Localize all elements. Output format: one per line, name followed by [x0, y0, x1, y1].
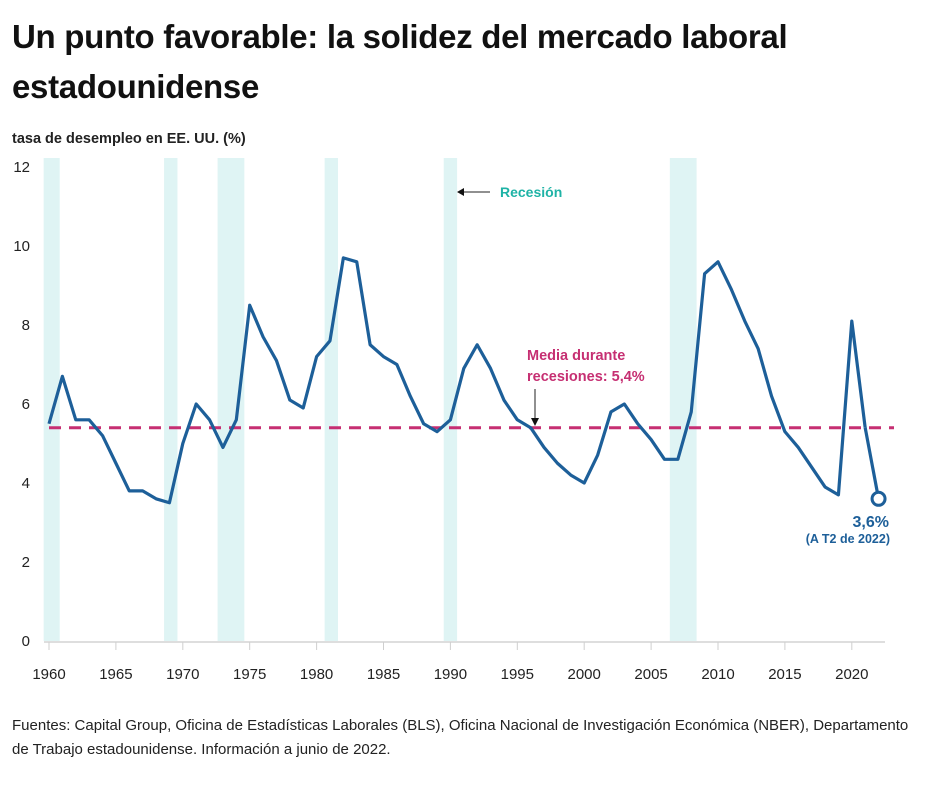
axes: 1960 1965 1970 1975 1980 1985 1990 1995 2000 2005…: [13, 159, 885, 683]
recession-band: [164, 158, 178, 641]
y-tick-label: 12: [13, 159, 30, 176]
mean-label-line2: recesiones: 5,4%: [527, 369, 645, 385]
chart-title: Un punto favorable: la solidez del merca…: [12, 18, 788, 105]
latest-value-marker: [870, 490, 887, 507]
x-tick-label: 1960: [32, 666, 65, 683]
x-tick-label: 2015: [768, 666, 801, 683]
x-tick-label: 1965: [99, 666, 132, 683]
latest-date-label: (A T2 de 2022): [806, 532, 890, 546]
recession-arrow-head: [457, 188, 464, 196]
unemployment-series: [47, 256, 887, 507]
x-tick-label: 2000: [568, 666, 601, 683]
y-tick-label: 8: [22, 317, 30, 334]
recession-band: [443, 158, 458, 641]
mean-arrow-head: [531, 418, 539, 426]
recession-band: [324, 158, 339, 641]
x-tick-label: 1970: [166, 666, 199, 683]
recession-legend-label: Recesión: [500, 184, 562, 200]
recession-band: [217, 158, 245, 641]
recession-band: [43, 158, 60, 641]
x-tick-label: 2005: [634, 666, 667, 683]
unemployment-chart: 1960 1965 1970 1975 1980 1985 1990 1995 2000 2005…: [13, 158, 894, 683]
x-tick-label: 2020: [835, 666, 868, 683]
series-line: [47, 256, 867, 505]
x-tick-label: 1985: [367, 666, 400, 683]
source-note: Fuentes: Capital Group, Oficina de Estad…: [12, 717, 909, 758]
x-tick-label: 1990: [434, 666, 467, 683]
x-tick-label: 2010: [701, 666, 734, 683]
annotations: Recesión Media durante recesiones: 5,4% 3,6…: [457, 184, 890, 546]
x-tick-label: 1980: [300, 666, 333, 683]
x-tick-label: 1995: [501, 666, 534, 683]
y-tick-label: 0: [22, 633, 30, 650]
y-tick-label: 4: [22, 475, 30, 492]
latest-value-label: 3,6%: [853, 514, 889, 531]
y-axis-label: tasa de desempleo en EE. UU. (%): [12, 131, 246, 147]
x-tick-label: 1975: [233, 666, 266, 683]
series-line-last-segment: [863, 427, 881, 500]
mean-label-line1: Media durante: [527, 348, 625, 364]
y-tick-label: 10: [13, 238, 30, 255]
recession-bands: [43, 158, 697, 641]
y-tick-label: 6: [22, 396, 30, 413]
y-tick-label: 2: [22, 554, 30, 571]
